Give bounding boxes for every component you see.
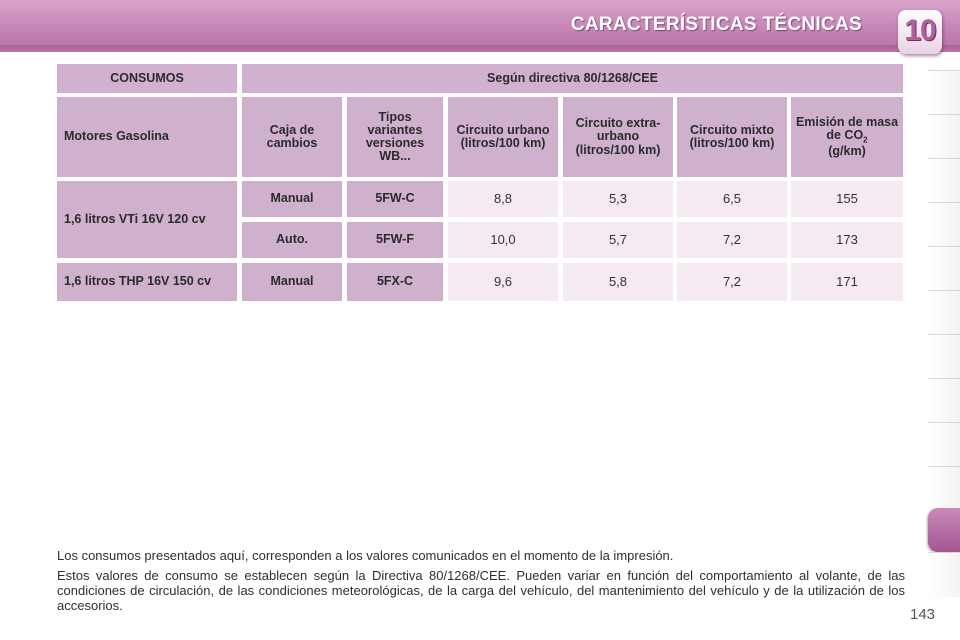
page-number: 143 (910, 606, 936, 623)
urban-value: 10,0 (448, 222, 558, 258)
side-tab[interactable] (928, 334, 960, 379)
mixed-value: 7,2 (677, 263, 787, 301)
note-paragraph: Estos valores de consumo se establecen s… (57, 568, 905, 613)
side-tab-active[interactable] (928, 508, 960, 552)
co2-column-header: Emisión de masa de CO2 (g/km) (791, 97, 903, 177)
co2-unit: (g/km) (828, 143, 866, 158)
extra-urban-value: 5,3 (563, 181, 673, 217)
extra-urban-value: 5,7 (563, 222, 673, 258)
co2-value: 171 (791, 263, 903, 301)
type-cell: 5FW-C (347, 181, 443, 217)
side-tab-strip (928, 70, 960, 597)
chapter-badge: 10 (898, 10, 942, 54)
side-tab[interactable] (928, 422, 960, 467)
header-band (0, 0, 960, 52)
table-title: CONSUMOS (57, 64, 237, 93)
side-tab[interactable] (928, 246, 960, 291)
mixed-value: 6,5 (677, 181, 787, 217)
notes-block: Los consumos presentados aquí, correspon… (57, 548, 905, 618)
engine-cell: 1,6 litros THP 16V 150 cv (57, 263, 237, 301)
side-tab[interactable] (928, 552, 960, 597)
gearbox-cell: Manual (242, 181, 342, 217)
engine-cell: 1,6 litros VTi 16V 120 cv (57, 181, 237, 258)
urban-value: 9,6 (448, 263, 558, 301)
extra-urban-column-header: Circuito extra-urbano (litros/100 km) (563, 97, 673, 177)
mixed-column-header: Circuito mixto (litros/100 km) (677, 97, 787, 177)
co2-subscript: 2 (863, 135, 868, 145)
co2-label: Emisión de masa de CO2 (795, 114, 899, 145)
side-tab[interactable] (928, 290, 960, 335)
urban-value: 8,8 (448, 181, 558, 217)
side-tab[interactable] (928, 70, 960, 115)
type-cell: 5FX-C (347, 263, 443, 301)
section-title: CARACTERÍSTICAS TÉCNICAS (570, 14, 862, 35)
side-tab[interactable] (928, 378, 960, 423)
side-tab[interactable] (928, 114, 960, 159)
chapter-number: 10 (904, 14, 936, 47)
mixed-value: 7,2 (677, 222, 787, 258)
side-tab[interactable] (928, 466, 960, 511)
gearbox-cell: Auto. (242, 222, 342, 258)
side-tab[interactable] (928, 202, 960, 247)
extra-urban-value: 5,8 (563, 263, 673, 301)
directive-header: Según directiva 80/1268/CEE (242, 64, 903, 93)
consumption-table: CONSUMOS Según directiva 80/1268/CEE Mot… (57, 64, 903, 302)
note-paragraph: Los consumos presentados aquí, correspon… (57, 548, 674, 563)
co2-value: 155 (791, 181, 903, 217)
engine-column-header: Motores Gasolina (57, 97, 237, 177)
type-cell: 5FW-F (347, 222, 443, 258)
gearbox-column-header: Caja de cambios (242, 97, 342, 177)
co2-value: 173 (791, 222, 903, 258)
side-tab[interactable] (928, 158, 960, 203)
gearbox-cell: Manual (242, 263, 342, 301)
header-shadow (0, 45, 960, 51)
urban-column-header: Circuito urbano (litros/100 km) (448, 97, 558, 177)
type-column-header: Tipos variantes versiones WB... (347, 97, 443, 177)
